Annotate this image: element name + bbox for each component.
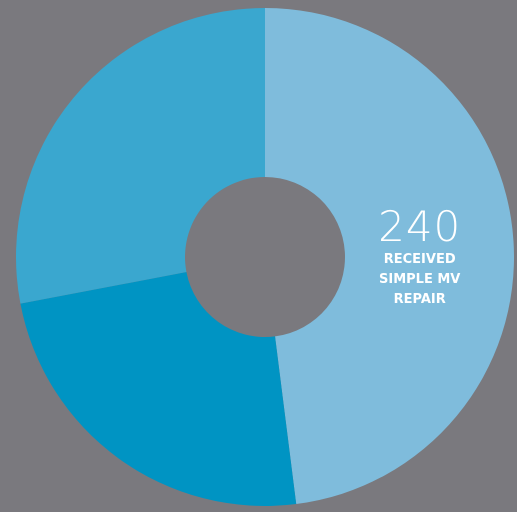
donut-segment: [265, 8, 514, 505]
category-label: RECEIVED SIMPLE MV REPAIR: [379, 252, 461, 308]
donut-segment: [15, 8, 266, 304]
value-label: 240: [378, 202, 462, 252]
donut-segment: [20, 271, 297, 506]
segment-label: 240 RECEIVED SIMPLE MV REPAIR: [374, 204, 466, 310]
